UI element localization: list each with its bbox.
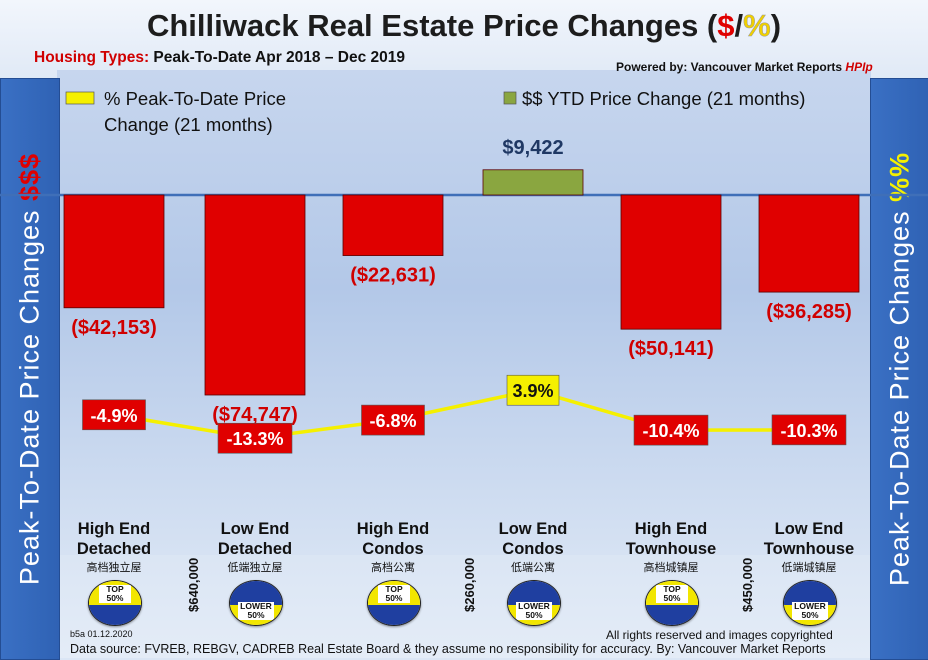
pct-value-label-6: -10.3%: [780, 421, 837, 441]
x-category-cn-6: 低端城镇屋: [781, 562, 837, 574]
footer-source: Data source: FVREB, REBGV, CADREB Real E…: [70, 642, 826, 656]
tier-badge-3: TOP 50%: [367, 580, 421, 626]
plot-area: [57, 70, 871, 555]
x-category-cn-3: 高档公寓: [371, 562, 415, 574]
tier-badge-2: LOWER 50%: [229, 580, 283, 626]
bar-6: [758, 194, 860, 293]
legend-pct-swatch: [65, 91, 95, 105]
pct-value-label-4: 3.9%: [512, 381, 553, 401]
x-category-label-5: High End Townhouse: [625, 520, 717, 558]
bar-value-label-3: ($22,631): [350, 265, 436, 287]
x-category-label-4: Low End Condos: [498, 520, 568, 558]
pct-label-box-2: [217, 422, 293, 454]
legend-dollar-swatch: [503, 91, 517, 105]
x-category-label-2: Low End Detached: [217, 520, 293, 558]
pct-value-label-1: -4.9%: [90, 406, 137, 426]
legend-pct-label: % Peak-To-Date Price Change (21 months): [104, 88, 286, 135]
bar-2: [204, 194, 306, 396]
price-threshold-2: $260,000: [462, 557, 477, 612]
x-category-cn-4: 低端公寓: [511, 562, 555, 574]
price-threshold-1: $640,000: [186, 557, 201, 612]
tier-badge-5: TOP 50%: [645, 580, 699, 626]
pct-label-box-5: [633, 414, 709, 446]
left-axis-banner: Peak-To-Date Price Changes $$$: [0, 78, 60, 660]
x-category-label-1: High End Detached: [76, 520, 152, 558]
price-threshold-3: $450,000: [740, 557, 755, 612]
pct-label-box-6: [771, 414, 847, 446]
bar-1: [63, 194, 165, 309]
tier-badge-1: TOP 50%: [88, 580, 142, 626]
legend-dollar-label: $$ YTD Price Change (21 months): [522, 88, 806, 109]
pct-value-label-2: -13.3%: [226, 429, 283, 449]
footer-rights: All rights reserved and images copyright…: [606, 628, 833, 642]
powered-by: Powered by: Vancouver Market Reports HPI…: [616, 60, 873, 74]
pct-label-box-4: [506, 374, 560, 406]
bar-value-label-6: ($36,285): [766, 301, 852, 323]
x-category-cn-1: 高档独立屋: [86, 562, 142, 574]
footer-code: b5a 01.12.2020: [70, 629, 133, 639]
x-category-label-3: High End Condos: [356, 520, 430, 558]
bar-5: [620, 194, 722, 330]
pct-value-label-5: -10.4%: [642, 421, 699, 441]
bar-value-label-4: $9,422: [502, 137, 563, 159]
x-category-cn-5: 高档城镇屋: [643, 562, 699, 574]
chart-subtitle: Housing Types: Peak-To-Date Apr 2018 – D…: [34, 49, 405, 66]
x-category-cn-2: 低端独立屋: [227, 562, 283, 574]
bar-value-label-5: ($50,141): [628, 338, 714, 360]
chart-title: Chilliwack Real Estate Price Changes ($/…: [146, 8, 782, 44]
bar-value-label-2: ($74,747): [212, 404, 298, 426]
bar-value-label-1: ($42,153): [71, 317, 157, 339]
bar-4: [482, 169, 584, 196]
tier-badge-6: LOWER 50%: [783, 580, 837, 626]
pct-label-box-1: [82, 399, 146, 431]
tier-badge-4: LOWER 50%: [507, 580, 561, 626]
bar-3: [342, 194, 444, 256]
pct-value-label-3: -6.8%: [369, 411, 416, 431]
pct-label-box-3: [361, 404, 425, 436]
x-category-label-6: Low End Townhouse: [763, 520, 855, 558]
